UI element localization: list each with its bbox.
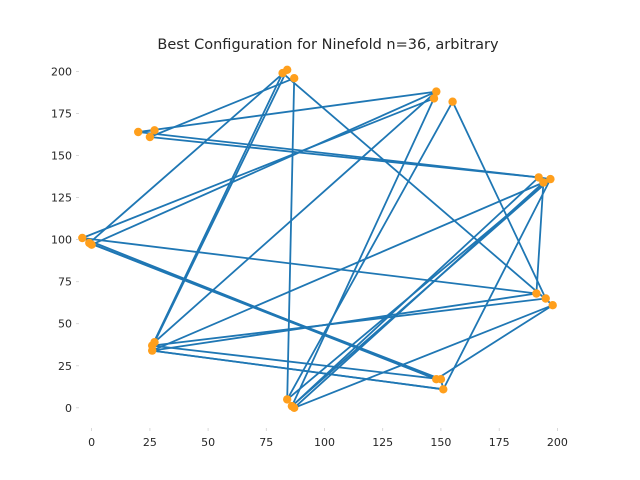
data-point-13 — [429, 94, 439, 103]
edge-32 — [151, 349, 445, 391]
edge-23 — [151, 297, 547, 347]
data-point-0 — [283, 395, 292, 404]
data-point-6 — [532, 289, 541, 298]
x-axis-ticks: 0 25 50 75 100 125 150 175 200 — [88, 428, 568, 449]
edges-layer — [81, 68, 554, 409]
edge-34 — [286, 178, 552, 401]
data-point-19 — [145, 132, 155, 142]
data-point-7 — [541, 294, 550, 303]
edge-9 — [90, 90, 438, 246]
edge-11 — [290, 97, 435, 408]
y-tick-label-25: 25 — [58, 360, 72, 373]
data-point-16 — [283, 65, 292, 75]
edge-31 — [151, 344, 442, 381]
data-point-17 — [290, 74, 299, 83]
edge-30 — [81, 97, 435, 239]
data-point-5 — [439, 385, 448, 394]
data-point-4 — [436, 375, 446, 384]
edge-15 — [137, 131, 540, 179]
edge-8 — [137, 90, 438, 133]
x-tick-label-25: 25 — [143, 436, 157, 449]
chart-title: Best Configuration for Ninefold n=36, ar… — [157, 37, 499, 53]
x-tick-label-150: 150 — [430, 436, 451, 449]
edge-12 — [451, 100, 547, 300]
edge-20 — [535, 181, 545, 295]
y-tick-label-125: 125 — [51, 192, 72, 205]
y-tick-label-150: 150 — [51, 150, 72, 163]
y-tick-label-200: 200 — [51, 66, 72, 79]
data-point-18 — [134, 127, 143, 137]
x-tick-label-50: 50 — [201, 436, 215, 449]
data-point-11 — [546, 174, 555, 184]
data-point-10 — [539, 178, 548, 187]
y-tick-label-100: 100 — [51, 234, 72, 247]
y-tick-label-175: 175 — [51, 108, 72, 121]
edge-0 — [281, 72, 554, 307]
data-point-25 — [150, 338, 159, 347]
edge-17 — [151, 181, 545, 352]
edge-1 — [151, 72, 284, 347]
x-tick-label-75: 75 — [259, 436, 273, 449]
x-tick-label-125: 125 — [372, 436, 393, 449]
x-tick-label-100: 100 — [314, 436, 335, 449]
edge-18 — [290, 178, 552, 408]
edge-29 — [88, 242, 438, 381]
edge-35 — [435, 304, 554, 381]
edge-22 — [81, 237, 538, 295]
edge-24 — [293, 304, 554, 409]
data-point-8 — [548, 301, 557, 310]
data-point-12 — [432, 87, 441, 96]
data-point-2 — [290, 403, 299, 412]
x-tick-label-0: 0 — [88, 436, 95, 449]
data-point-20 — [150, 126, 159, 135]
edge-10 — [153, 90, 438, 344]
data-point-14 — [448, 97, 457, 106]
y-tick-label-0: 0 — [65, 402, 72, 415]
x-tick-label-175: 175 — [489, 436, 510, 449]
y-tick-label-50: 50 — [58, 318, 72, 331]
data-point-26 — [148, 346, 157, 355]
points-layer — [78, 65, 557, 412]
x-tick-label-200: 200 — [547, 436, 568, 449]
data-point-23 — [87, 240, 96, 249]
y-tick-label-75: 75 — [58, 276, 72, 289]
edge-13 — [286, 100, 454, 401]
data-point-21 — [78, 233, 87, 243]
edge-3 — [88, 68, 289, 244]
y-axis-ticks: 0 25 50 75 100 125 150 175 200 — [51, 66, 79, 415]
edge-4 — [286, 77, 296, 401]
edge-19 — [442, 178, 552, 391]
